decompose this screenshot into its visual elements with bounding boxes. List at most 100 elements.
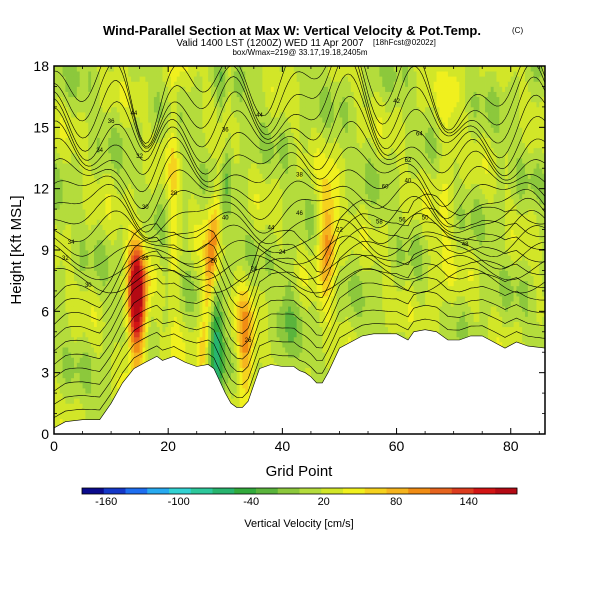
field-cell: [119, 193, 123, 200]
field-cell: [102, 301, 106, 307]
field-cell: [230, 260, 235, 266]
field-cell: [71, 219, 75, 225]
field-cell: [250, 331, 255, 338]
field-cell: [185, 178, 189, 184]
field-cell: [88, 244, 92, 251]
field-cell: [182, 224, 186, 230]
field-cell: [79, 204, 83, 210]
field-cell: [213, 224, 218, 230]
field-cell: [196, 296, 200, 302]
field-cell: [202, 296, 206, 302]
field-cell: [156, 106, 161, 113]
field-cell: [93, 188, 98, 195]
field-cell: [236, 219, 240, 225]
field-cell: [68, 168, 72, 174]
field-cell: [242, 91, 246, 98]
field-cell: [211, 301, 215, 307]
field-cell: [71, 382, 75, 389]
field-cell: [88, 106, 92, 113]
field-cell: [245, 239, 249, 246]
field-cell: [131, 71, 135, 77]
field-cell: [205, 214, 209, 220]
field-cell: [142, 244, 146, 251]
field-cell: [133, 101, 138, 108]
field-cell: [219, 112, 223, 118]
field-cell: [205, 280, 209, 287]
field-cell: [233, 311, 238, 317]
field-cell: [71, 377, 75, 384]
field-cell: [182, 255, 186, 261]
field-cell: [162, 142, 166, 149]
field-cell: [96, 188, 101, 195]
field-cell: [216, 142, 220, 149]
field-cell: [131, 137, 135, 144]
field-cell: [65, 362, 69, 368]
field-cell: [128, 301, 132, 307]
field-cell: [165, 239, 169, 246]
field-cell: [245, 372, 249, 379]
field-cell: [116, 127, 121, 133]
field-cell: [153, 117, 158, 123]
field-cell: [108, 290, 112, 297]
field-cell: [216, 193, 220, 200]
field-cell: [131, 347, 135, 353]
field-cell: [242, 301, 246, 307]
field-cell: [239, 117, 243, 123]
field-cell: [116, 342, 121, 348]
field-cell: [131, 66, 135, 72]
field-cell: [71, 336, 75, 343]
field-cell: [208, 147, 212, 154]
field-cell: [185, 331, 189, 338]
field-cell: [71, 91, 75, 98]
field-cell: [230, 224, 235, 230]
field-cell: [113, 147, 118, 154]
field-cell: [91, 301, 95, 307]
field-cell: [233, 239, 238, 246]
field-cell: [228, 234, 232, 241]
field-cell: [136, 122, 141, 128]
field-cell: [233, 393, 238, 399]
field-cell: [193, 168, 198, 174]
field-cell: [208, 316, 212, 322]
field-cell: [168, 270, 172, 276]
field-cell: [165, 112, 169, 118]
field-cell: [136, 178, 141, 184]
field-cell: [211, 239, 215, 246]
field-cell: [219, 285, 223, 292]
field-cell: [71, 209, 75, 215]
field-cell: [179, 209, 183, 215]
field-cell: [88, 91, 92, 98]
field-cell: [156, 326, 161, 333]
field-cell: [139, 106, 143, 113]
field-cell: [71, 362, 75, 368]
field-cell: [156, 275, 161, 282]
field-cell: [205, 142, 209, 149]
field-cell: [93, 413, 98, 420]
field-cell: [156, 127, 161, 133]
field-cell: [65, 275, 69, 282]
field-cell: [248, 331, 252, 338]
field-cell: [208, 336, 212, 343]
field-cell: [239, 91, 243, 98]
field-cell: [59, 204, 63, 210]
field-cell: [216, 347, 220, 353]
field-cell: [236, 398, 240, 404]
field-cell: [111, 112, 115, 118]
field-cell: [54, 418, 58, 425]
field-cell: [139, 352, 143, 358]
field-cell: [79, 326, 83, 333]
field-cell: [128, 367, 132, 374]
field-cell: [59, 71, 63, 77]
field-cell: [239, 290, 243, 297]
field-cell: [145, 234, 149, 241]
field-cell: [162, 168, 166, 174]
field-cell: [59, 326, 63, 333]
field-cell: [54, 372, 58, 379]
field-cell: [116, 132, 121, 138]
field-cell: [139, 331, 143, 338]
field-cell: [105, 382, 109, 389]
field-cell: [193, 66, 198, 72]
field-cell: [228, 152, 232, 159]
field-cell: [188, 357, 192, 363]
field-cell: [222, 316, 226, 322]
